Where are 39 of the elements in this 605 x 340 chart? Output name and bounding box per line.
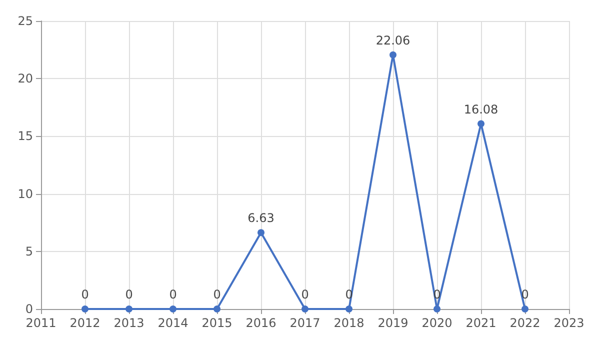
y-tick-label: 10 [18, 186, 33, 201]
x-tick-label: 2011 [26, 316, 56, 330]
data-label: 0 [125, 288, 133, 302]
x-tick-label: 2020 [422, 316, 452, 330]
data-label: 16.08 [464, 102, 498, 116]
point [434, 306, 440, 312]
data-label: 22.06 [376, 33, 410, 48]
x-tick-label: 2019 [378, 316, 408, 330]
y-tick-label: 25 [18, 14, 33, 28]
y-tick-label: 0 [25, 302, 33, 316]
data-label: 0 [169, 288, 177, 302]
data-label: 0 [301, 288, 309, 302]
x-tick-label: 2013 [114, 316, 144, 330]
data-label: 6.63 [248, 211, 274, 226]
point [258, 229, 264, 236]
point [126, 306, 132, 312]
data-label: 0 [81, 288, 89, 302]
x-tick-label: 2016 [246, 316, 276, 330]
point [346, 306, 352, 312]
x-tick-label: 2017 [290, 316, 320, 330]
point [170, 306, 176, 312]
x-tick-label: 2018 [334, 316, 364, 330]
x-tick-label: 2014 [158, 316, 188, 330]
y-tick-label: 5 [25, 244, 33, 258]
data-label: 0 [521, 288, 529, 302]
x-tick-label: 2012 [70, 316, 100, 330]
x-tick-label: 2021 [466, 316, 496, 330]
x-tick-label: 2022 [510, 316, 540, 330]
data-label: 0 [213, 288, 221, 302]
point [390, 51, 396, 58]
point [522, 306, 528, 312]
x-tick-label: 2023 [554, 316, 584, 330]
x-tick-label: 2015 [202, 316, 232, 330]
point [214, 306, 220, 312]
y-tick-label: 20 [18, 72, 33, 86]
point [302, 306, 308, 312]
point [478, 120, 484, 128]
point [82, 306, 88, 312]
y-tick-label: 15 [18, 129, 33, 144]
